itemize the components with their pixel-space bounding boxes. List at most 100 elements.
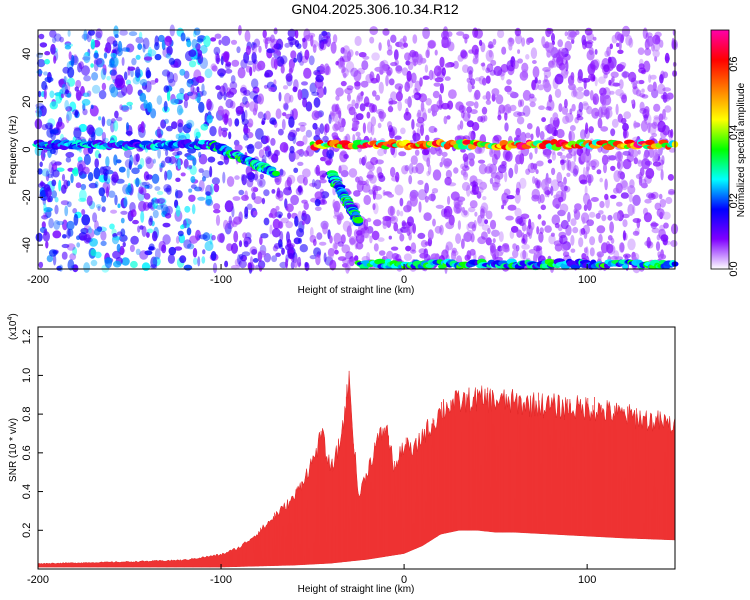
spectrogram-noise-cell: [77, 163, 84, 176]
spectrogram-x-tick-label: 100: [578, 274, 596, 286]
spectrogram-noise-cell: [287, 212, 292, 220]
spectrogram-noise-cell: [200, 44, 208, 54]
spectrogram-noise-cell: [117, 203, 121, 209]
spectrogram-noise-cell: [559, 155, 567, 160]
spectrogram-noise-cell: [271, 119, 277, 126]
spectrogram-noise-cell: [460, 163, 466, 170]
spectrogram-noise-cell: [82, 108, 88, 116]
spectrogram-noise-cell: [39, 105, 47, 117]
spectrogram-noise-cell: [177, 122, 184, 134]
snr-panel: -200 -100 0 100 0.2 0.4 0.6 0.8 1.0 1.2 Height o…: [7, 313, 676, 595]
spectrogram-noise-cell: [406, 227, 411, 237]
spectrogram-noise-cell: [96, 57, 105, 68]
spectrogram-noise-cell: [577, 69, 583, 81]
spectrogram-noise-cell: [664, 52, 670, 64]
spectrogram-noise-cell: [202, 249, 206, 255]
spectrogram-noise-cell: [584, 41, 593, 49]
spectrogram-noise-cell: [646, 35, 654, 47]
spectrogram-noise-cell: [382, 189, 386, 197]
spectrogram-noise-cell: [538, 231, 544, 243]
spectrogram-noise-cell: [346, 225, 352, 238]
spectrogram-noise-cell: [621, 71, 630, 78]
spectrogram-noise-cell: [359, 180, 367, 186]
spectrogram-noise-cell: [41, 124, 49, 131]
spectrogram-noise-cell: [271, 255, 278, 263]
spectrogram-noise-cell: [427, 40, 436, 49]
spectrogram-noise-cell: [191, 204, 196, 215]
spectrogram-noise-cell: [644, 48, 652, 56]
spectrogram-noise-cell: [650, 74, 657, 80]
spectrogram-noise-cell: [120, 197, 128, 209]
spectrogram-noise-cell: [273, 27, 278, 35]
spectrogram-noise-cell: [354, 35, 362, 47]
spectrogram-noise-cell: [370, 157, 379, 166]
spectrogram-noise-cell: [623, 111, 632, 119]
spectrogram-noise-cell: [55, 92, 63, 104]
spectrogram-noise-cell: [228, 131, 232, 140]
spectrogram-noise-cell: [213, 203, 221, 211]
spectrogram-cells: [32, 24, 679, 275]
figure-title: GN04.2025.306.10.34.R12: [291, 1, 459, 17]
spectrogram-noise-cell: [188, 164, 193, 170]
spectrogram-noise-cell: [296, 52, 303, 63]
spectrogram-noise-cell: [485, 75, 491, 84]
spectrogram-noise-cell: [323, 124, 328, 136]
spectrogram-noise-cell: [590, 197, 599, 202]
spectrogram-noise-cell: [333, 243, 338, 250]
spectrogram-noise-cell: [166, 169, 173, 180]
spectrogram-noise-cell: [520, 131, 527, 144]
spectrogram-noise-cell: [162, 222, 171, 228]
spectrogram-noise-cell: [589, 236, 596, 246]
spectrogram-noise-cell: [619, 242, 625, 253]
spectrogram-feature-cell: [374, 258, 387, 265]
spectrogram-noise-cell: [249, 90, 259, 100]
spectrogram-noise-cell: [366, 174, 374, 179]
spectrogram-noise-cell: [540, 178, 550, 191]
spectrogram-noise-cell: [431, 110, 438, 117]
spectrogram-noise-cell: [457, 220, 461, 230]
spectrogram-noise-cell: [244, 30, 251, 42]
spectrogram-noise-cell: [71, 168, 79, 175]
spectrogram-noise-cell: [655, 241, 661, 252]
spectrogram-noise-cell: [632, 194, 641, 206]
colorbar: 0.0 0.2 0.4 0.6 Normalized spectral amplitu…: [710, 29, 747, 277]
spectrogram-noise-cell: [41, 80, 47, 91]
spectrogram-noise-cell: [638, 176, 643, 186]
spectrogram-noise-cell: [93, 52, 99, 59]
spectrogram-noise-cell: [315, 127, 321, 137]
spectrogram-noise-cell: [562, 251, 570, 258]
spectrogram-noise-cell: [245, 65, 251, 73]
spectrogram-noise-cell: [570, 248, 576, 253]
spectrogram-noise-cell: [658, 113, 664, 122]
spectrogram-noise-cell: [255, 63, 262, 72]
spectrogram-noise-cell: [451, 247, 457, 254]
spectrogram-noise-cell: [583, 204, 588, 212]
spectrogram-noise-cell: [39, 181, 46, 187]
spectrogram-noise-cell: [311, 110, 320, 121]
spectrogram-noise-cell: [341, 67, 349, 78]
spectrogram-noise-cell: [399, 197, 404, 207]
spectrogram-noise-cell: [121, 57, 125, 66]
spectrogram-noise-cell: [202, 176, 206, 182]
spectrogram-noise-cell: [160, 160, 166, 168]
spectrogram-noise-cell: [478, 163, 488, 175]
spectrogram-noise-cell: [439, 224, 444, 236]
spectrogram-noise-cell: [366, 111, 371, 119]
spectrogram-noise-cell: [461, 181, 471, 191]
spectrogram-noise-cell: [91, 84, 101, 94]
spectrogram-noise-cell: [571, 103, 576, 112]
spectrogram-noise-cell: [257, 178, 266, 188]
spectrogram-noise-cell: [213, 209, 221, 214]
spectrogram-noise-cell: [238, 240, 243, 248]
spectrogram-noise-cell: [257, 93, 264, 105]
spectrogram-noise-cell: [341, 118, 346, 128]
spectrogram-noise-cell: [427, 39, 437, 49]
spectrogram-noise-cell: [477, 159, 486, 164]
spectrogram-noise-cell: [120, 210, 128, 215]
spectrogram-noise-cell: [371, 230, 380, 241]
spectrogram-noise-cell: [405, 60, 411, 66]
spectrogram-noise-cell: [588, 160, 597, 168]
spectrogram-noise-cell: [215, 53, 220, 65]
spectrogram-noise-cell: [321, 30, 328, 37]
spectrogram-noise-cell: [282, 102, 289, 110]
